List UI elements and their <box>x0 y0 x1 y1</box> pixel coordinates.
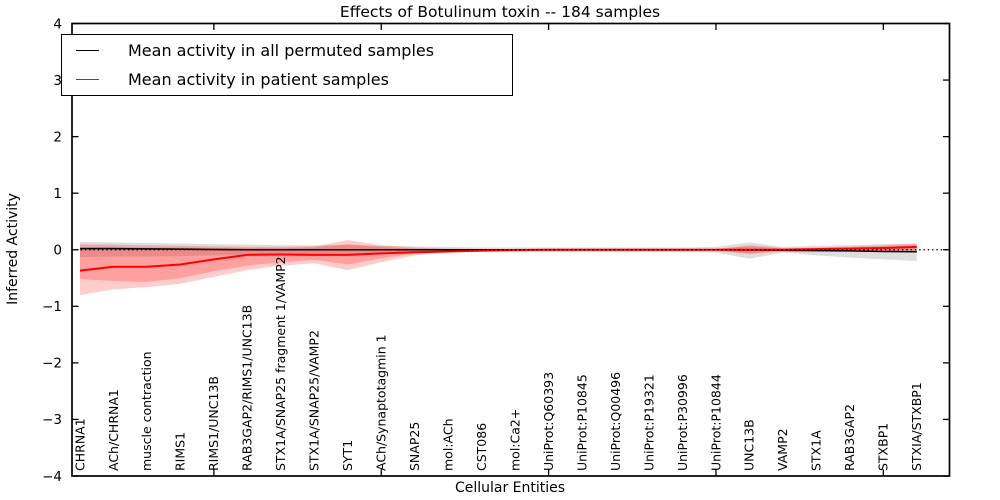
x-category-label: mol:Ca2+ <box>507 409 522 471</box>
legend-label: Mean activity in all permuted samples <box>128 41 435 60</box>
y-tick-label: 1 <box>53 186 62 202</box>
x-category-label: RAB3GAP2 <box>842 404 857 471</box>
y-axis-label: Inferred Activity <box>5 193 21 305</box>
x-category-label: STX1A/SNAP25/VAMP2 <box>307 330 322 471</box>
legend-label: Mean activity in patient samples <box>128 70 389 89</box>
legend-entry-permuted: Mean activity in all permuted samples <box>62 36 512 65</box>
x-category-label: UniProt:P10844 <box>708 374 723 471</box>
x-category-label: SYT1 <box>340 440 355 471</box>
legend: Mean activity in all permuted samples Me… <box>61 34 513 96</box>
chart-title: Effects of Botulinum toxin -- 184 sample… <box>339 3 661 21</box>
y-tick-label: −4 <box>42 469 62 485</box>
x-category-label: UniProt:Q00496 <box>608 372 623 471</box>
y-tick-label: −2 <box>42 356 62 372</box>
x-category-label: ACh/CHRNA1 <box>106 389 121 471</box>
band-permuted-std-band <box>80 241 917 262</box>
x-category-label: muscle contraction <box>139 351 154 471</box>
x-category-label: STXIA/STXBP1 <box>909 382 924 471</box>
x-category-label: STX1A/SNAP25 fragment 1/VAMP2 <box>273 256 288 471</box>
legend-line-sample-red <box>76 79 99 80</box>
x-category-label: CHRNA1 <box>72 418 87 471</box>
x-category-label: UniProt:P19321 <box>641 374 656 471</box>
x-category-label: STXBP1 <box>876 423 891 471</box>
y-tick-label: 0 <box>53 243 62 259</box>
x-category-label: ACh/Synaptotagmin 1 <box>374 334 389 471</box>
legend-entry-patient: Mean activity in patient samples <box>62 65 512 94</box>
plot-border <box>71 22 951 477</box>
x-category-label: mol:ACh <box>440 419 455 472</box>
x-category-label: UNC13B <box>742 419 757 471</box>
y-tick-label: −1 <box>42 299 62 315</box>
x-category-label: RAB3GAP2/RIMS1/UNC13B <box>240 305 255 471</box>
x-category-label: RIMS1 <box>173 432 188 471</box>
x-category-label: UniProt:Q60393 <box>541 372 556 471</box>
x-axis-label: Cellular Entities <box>454 480 566 496</box>
y-tick-label: 3 <box>53 73 62 89</box>
x-category-label: VAMP2 <box>775 428 790 471</box>
y-tick-label: −3 <box>42 412 62 428</box>
y-tick-label: 4 <box>53 16 62 32</box>
legend-line-sample-black <box>76 50 99 51</box>
x-category-label: STX1A <box>809 430 824 471</box>
band-patient-std-band-inner <box>80 244 917 282</box>
x-category-label: CST086 <box>474 423 489 471</box>
y-tick-label: 2 <box>53 129 62 145</box>
x-category-label: RIMS1/UNC13B <box>206 376 221 471</box>
x-category-label: UniProt:P30996 <box>675 374 690 471</box>
x-category-label: UniProt:P10845 <box>574 374 589 471</box>
x-category-label: SNAP25 <box>407 422 422 471</box>
